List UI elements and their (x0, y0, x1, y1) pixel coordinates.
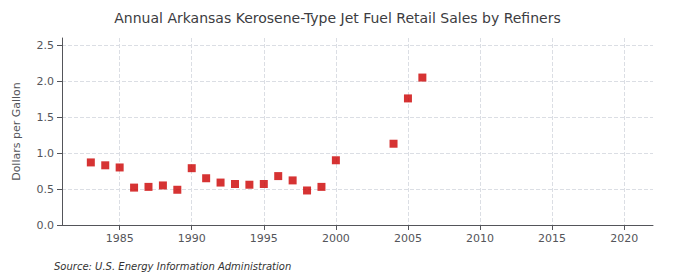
svg-text:Source: U.S. Energy Informatio: Source: U.S. Energy Information Administ… (54, 261, 291, 272)
svg-text:1995: 1995 (250, 232, 278, 245)
svg-text:2015: 2015 (538, 232, 566, 245)
svg-text:2000: 2000 (322, 232, 350, 245)
svg-text:1.5: 1.5 (37, 111, 55, 124)
svg-text:1985: 1985 (106, 232, 134, 245)
svg-text:2.5: 2.5 (37, 39, 55, 52)
svg-text:1990: 1990 (178, 232, 206, 245)
svg-text:1.0: 1.0 (37, 147, 55, 160)
svg-text:Annual Arkansas Kerosene-Type: Annual Arkansas Kerosene-Type Jet Fuel R… (114, 10, 560, 26)
svg-text:2.0: 2.0 (37, 75, 55, 88)
svg-text:0.5: 0.5 (37, 183, 55, 196)
svg-text:2010: 2010 (466, 232, 494, 245)
svg-text:0.0: 0.0 (37, 219, 55, 232)
svg-text:Dollars per Gallon: Dollars per Gallon (10, 82, 23, 181)
svg-text:2005: 2005 (394, 232, 422, 245)
svg-text:2020: 2020 (610, 232, 638, 245)
